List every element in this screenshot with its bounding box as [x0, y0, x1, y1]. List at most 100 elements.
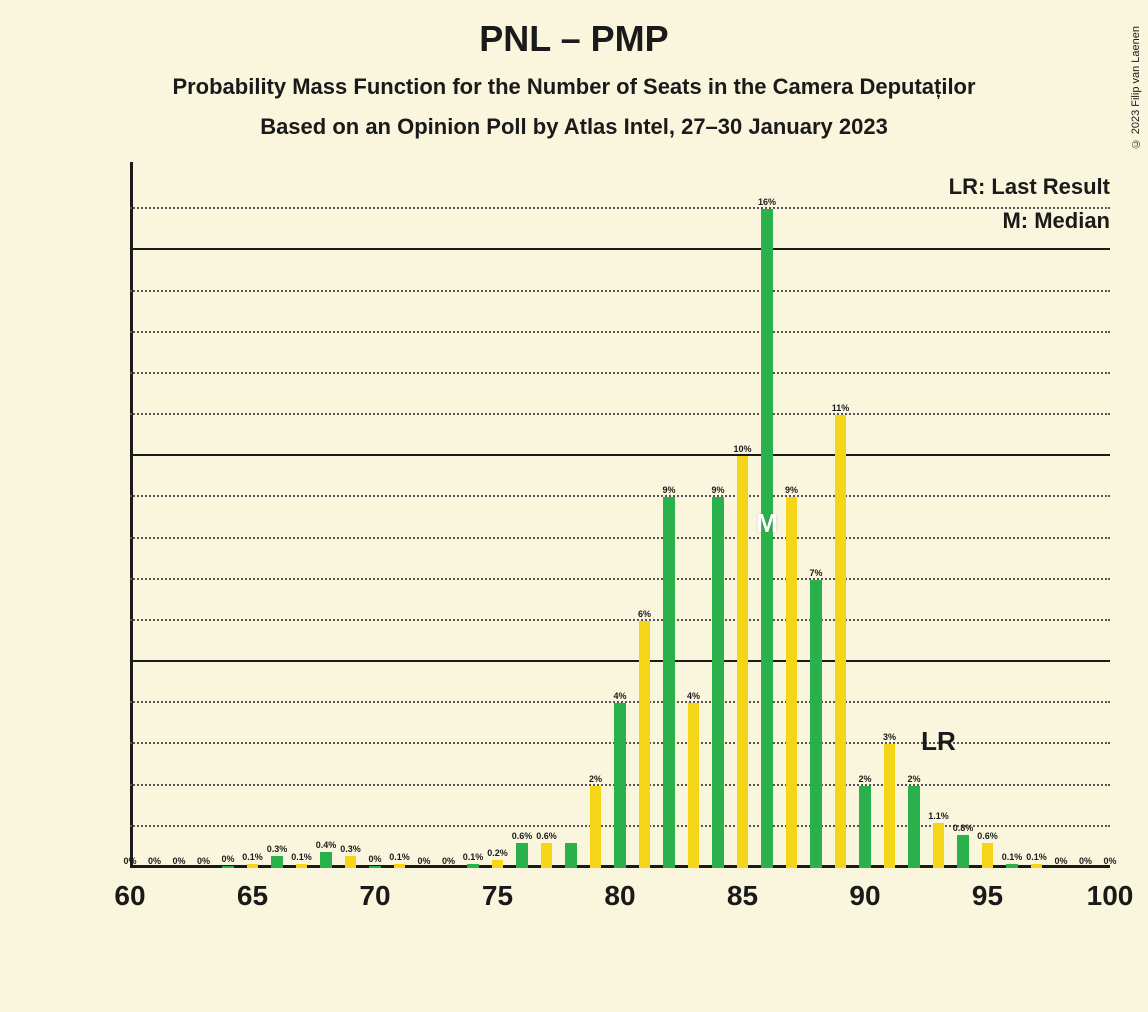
grid-major — [130, 248, 1110, 250]
chart-bar — [933, 823, 944, 868]
chart-bar — [688, 703, 699, 868]
bar-label: 3% — [883, 732, 896, 742]
chart-bar — [590, 786, 601, 868]
chart-bar — [614, 703, 625, 868]
bar-label: 9% — [711, 485, 724, 495]
chart-bar — [296, 864, 307, 868]
bar-label: 0% — [197, 856, 210, 866]
bar-label: 0.1% — [242, 852, 263, 862]
bar-label: 0.6% — [512, 831, 533, 841]
title-sub2: Based on an Opinion Poll by Atlas Intel,… — [0, 114, 1148, 140]
chart-bar — [467, 864, 478, 868]
title-sub: Probability Mass Function for the Number… — [0, 74, 1148, 100]
chart-bar — [345, 856, 356, 868]
bar-label: 6% — [638, 609, 651, 619]
bar-label: 0.3% — [340, 844, 361, 854]
bar-label: 0.1% — [1026, 852, 1047, 862]
x-tick-label: 80 — [604, 880, 635, 912]
chart-bar — [957, 835, 968, 868]
bar-label: 0.1% — [463, 852, 484, 862]
bar-label: 1.1% — [928, 811, 949, 821]
chart-area: 0%0%0%0%0%0.1%0.3%0.1%0.4%0.3%0%0.1%0%0%… — [70, 168, 1110, 868]
chart-bar — [492, 860, 503, 868]
median-marker: M — [756, 508, 778, 539]
grid-minor — [130, 207, 1110, 209]
chart-bar — [541, 843, 552, 868]
chart-bar — [761, 209, 772, 868]
bar-label: 0.8% — [953, 823, 974, 833]
x-tick-label: 70 — [359, 880, 390, 912]
bar-label: 16% — [758, 197, 776, 207]
bar-label: 4% — [613, 691, 626, 701]
grid-major — [130, 660, 1110, 662]
chart-bar — [247, 864, 258, 868]
y-axis — [130, 162, 133, 868]
chart-bar — [859, 786, 870, 868]
bar-label: 2% — [589, 774, 602, 784]
bar-label: 2% — [858, 774, 871, 784]
chart-bar — [884, 744, 895, 868]
chart-bar — [222, 866, 233, 868]
chart-bar — [1031, 864, 1042, 868]
lr-marker: LR — [921, 726, 956, 757]
bar-label: 4% — [687, 691, 700, 701]
bar-label: 0.1% — [291, 852, 312, 862]
bar-label: 0% — [172, 856, 185, 866]
chart-bar — [982, 843, 993, 868]
grid-minor — [130, 290, 1110, 292]
chart-bar — [810, 580, 821, 868]
bar-label: 0% — [1103, 856, 1116, 866]
bar-label: 10% — [733, 444, 751, 454]
grid-minor — [130, 372, 1110, 374]
bar-label: 0% — [1054, 856, 1067, 866]
bar-label: 7% — [809, 568, 822, 578]
bar-label: 9% — [785, 485, 798, 495]
chart-bar — [369, 866, 380, 868]
bar-label: 11% — [832, 403, 850, 413]
y-tick-label: 15% — [0, 0, 122, 600]
chart-bar — [1006, 864, 1017, 868]
bar-label: 0.3% — [267, 844, 288, 854]
grid-minor — [130, 578, 1110, 580]
chart-bar — [908, 786, 919, 868]
chart-bar — [516, 843, 527, 868]
chart-bar — [835, 415, 846, 868]
bar-label: 0% — [221, 854, 234, 864]
bar-label: 0% — [368, 854, 381, 864]
grid-major — [130, 454, 1110, 456]
x-tick-label: 90 — [849, 880, 880, 912]
grid-minor — [130, 537, 1110, 539]
copyright-text: © 2023 Filip van Laenen — [1130, 26, 1142, 149]
x-tick-label: 95 — [972, 880, 1003, 912]
chart-bar — [639, 621, 650, 868]
x-tick-label: 85 — [727, 880, 758, 912]
chart-bar — [394, 864, 405, 868]
bar-label: 2% — [907, 774, 920, 784]
chart-bar — [786, 497, 797, 868]
plot-area: 0%0%0%0%0%0.1%0.3%0.1%0.4%0.3%0%0.1%0%0%… — [130, 168, 1110, 868]
title-main: PNL – PMP — [0, 18, 1148, 60]
bar-label: 0.6% — [536, 831, 557, 841]
bar-label: 0.1% — [389, 852, 410, 862]
bar-label: 0% — [417, 856, 430, 866]
grid-minor — [130, 619, 1110, 621]
bar-label: 0.1% — [1002, 852, 1023, 862]
grid-minor — [130, 413, 1110, 415]
bar-label: 9% — [662, 485, 675, 495]
chart-bar — [320, 852, 331, 868]
chart-bar — [565, 843, 576, 868]
bar-label: 0.2% — [487, 848, 508, 858]
bar-label: 0% — [442, 856, 455, 866]
chart-bar — [271, 856, 282, 868]
chart-bar — [712, 497, 723, 868]
chart-titles: PNL – PMP Probability Mass Function for … — [0, 18, 1148, 140]
x-tick-label: 60 — [114, 880, 145, 912]
bar-label: 0.6% — [977, 831, 998, 841]
bar-label: 0.4% — [316, 840, 337, 850]
x-tick-label: 100 — [1087, 880, 1134, 912]
bar-label: 0% — [123, 856, 136, 866]
bar-label: 0% — [148, 856, 161, 866]
chart-bar — [663, 497, 674, 868]
chart-bar — [737, 456, 748, 868]
grid-minor — [130, 495, 1110, 497]
